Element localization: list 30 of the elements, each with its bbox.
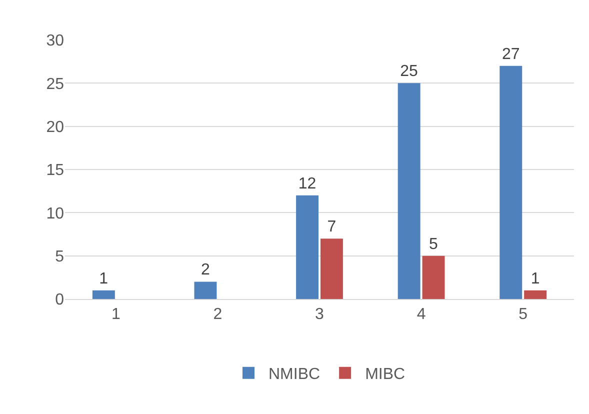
x-tick-label: 1 — [111, 306, 120, 324]
bar — [500, 66, 522, 299]
data-label: 7 — [327, 218, 336, 236]
x-tick-label: 5 — [518, 306, 528, 324]
y-tick-label: 30 — [46, 32, 64, 50]
y-tick-label: 20 — [46, 118, 64, 136]
x-tick-label: 4 — [416, 306, 426, 324]
bar — [524, 290, 547, 299]
data-label: 1 — [99, 270, 108, 288]
bar — [320, 238, 343, 299]
data-label: 5 — [429, 236, 438, 253]
data-label: 12 — [298, 175, 316, 192]
bar — [398, 83, 420, 299]
data-label: 2 — [200, 262, 210, 279]
y-tick-label: 25 — [46, 76, 64, 93]
y-tick-label: 0 — [55, 292, 64, 309]
bar — [92, 290, 115, 299]
data-label: 1 — [530, 270, 540, 288]
data-label: 25 — [400, 63, 418, 80]
y-tick-label: 10 — [46, 205, 64, 222]
bar — [422, 256, 445, 299]
bar — [296, 195, 319, 299]
y-tick-label: 5 — [55, 248, 64, 266]
bar — [194, 282, 217, 299]
data-label: 27 — [502, 46, 520, 63]
x-tick-label: 3 — [315, 306, 324, 324]
x-tick-label: 2 — [213, 306, 222, 324]
legend-label: NMIBC — [268, 366, 320, 384]
legend-label: MIBC — [365, 366, 406, 384]
y-tick-label: 15 — [46, 162, 64, 180]
